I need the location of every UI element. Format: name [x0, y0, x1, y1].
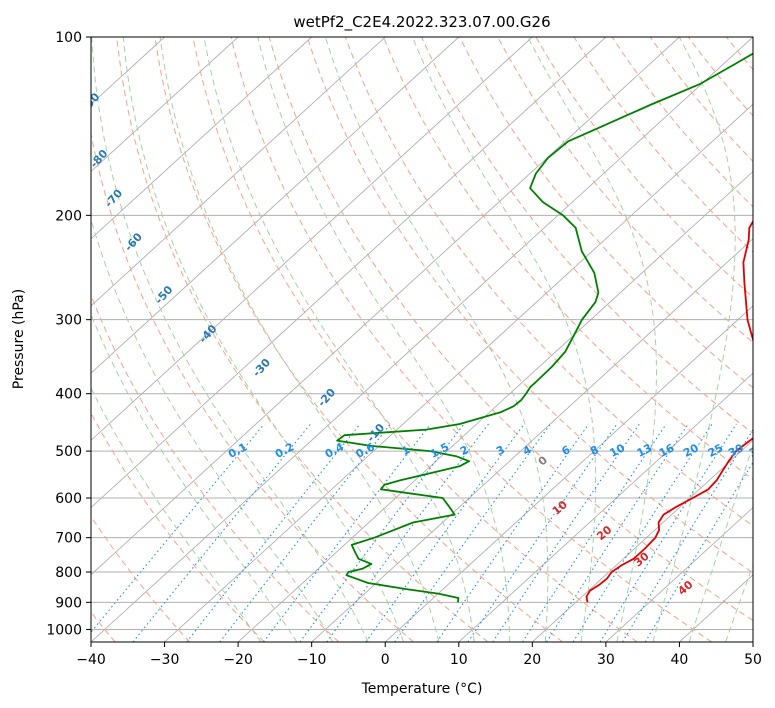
moist-adiabat [257, 37, 511, 642]
mixing-ratio-label: 10 [607, 441, 627, 460]
profile-series [336, 52, 753, 603]
y-tick-label: 100 [55, 30, 82, 46]
y-tick-label: 400 [55, 387, 82, 403]
temperature-line [585, 219, 753, 603]
dry-adiabat-label: -90 [80, 90, 103, 114]
moist-adiabat [688, 444, 753, 642]
isotherm [91, 37, 607, 509]
moist-adiabat [91, 217, 334, 642]
mixing-ratio-line [132, 423, 312, 642]
x-tick-label: 20 [523, 652, 541, 668]
mixing-ratio-label: 36 [747, 441, 767, 460]
dry-adiabat [535, 37, 753, 298]
dry-adiabat [91, 293, 340, 642]
dry-adiabat [91, 131, 414, 642]
x-tick-label: 0 [381, 652, 390, 668]
dry-adiabat [497, 37, 753, 344]
x-tick-label: 10 [450, 652, 468, 668]
moist-adiabat [91, 37, 369, 642]
moist-adiabat [159, 37, 440, 642]
dry-adiabat [649, 37, 753, 163]
plot-frame [90, 36, 754, 643]
isotherm [91, 37, 680, 576]
y-tick-label: 900 [55, 595, 82, 611]
dry-adiabat [116, 37, 489, 642]
moist-adiabat [203, 37, 475, 642]
isotherm [164, 103, 753, 642]
chart-title: wetPf2_C2E4.2022.323.07.00.G26 [293, 13, 550, 32]
moist-adiabat [324, 37, 549, 642]
mixing-ratio-line [622, 428, 753, 642]
mixing-ratio-line [522, 423, 667, 642]
dry-adiabat [344, 37, 753, 527]
dry-adiabat [192, 37, 638, 642]
moist-adiabat [122, 37, 405, 642]
y-tick-label: 200 [55, 208, 82, 224]
isotherm [237, 170, 753, 642]
y-tick-label: 500 [55, 444, 82, 460]
dry-adiabat [154, 37, 563, 642]
y-axis-label: Pressure (hPa) [11, 289, 27, 389]
background-lines [91, 37, 753, 642]
mixing-ratio-label: 25 [706, 441, 726, 460]
y-tick-label: 1000 [46, 622, 82, 638]
isotherm [91, 37, 313, 240]
isotherm [311, 238, 753, 642]
dry-adiabat [230, 37, 713, 642]
isotherm [458, 372, 753, 642]
x-tick-label: 30 [597, 652, 615, 668]
mixing-ratio-line [219, 423, 391, 642]
x-tick-label: 40 [670, 652, 688, 668]
mixing-ratio-line [326, 423, 489, 642]
moist-adiabat [652, 37, 736, 642]
dry-adiabat [91, 412, 265, 642]
isotherm [91, 37, 239, 173]
isotherm [91, 37, 460, 374]
dry-adiabat [306, 37, 753, 574]
isotherm [91, 37, 753, 642]
isotherm [384, 305, 753, 642]
x-tick-label: −40 [76, 652, 106, 668]
mixing-ratio-line [299, 423, 465, 642]
mixing-ratio-label: 30 [726, 441, 746, 460]
dry-adiabat [573, 37, 753, 253]
moist-adiabat [527, 37, 657, 642]
y-tick-label: 800 [55, 565, 82, 581]
mixing-ratio-line [436, 423, 590, 642]
mixing-ratio-line [546, 423, 689, 642]
x-tick-label: 50 [744, 652, 762, 668]
mixing-ratio-line [186, 423, 361, 642]
moist-adiabat [725, 563, 753, 642]
mixing-ratio-line [644, 461, 753, 642]
axes: −40 −30 −20 −10 0 10 20 30 40 50 100 200 300 400 500 60… [46, 30, 762, 668]
dry-adiabat [459, 37, 753, 389]
moist-adiabat [91, 387, 262, 642]
isotherm [531, 439, 753, 642]
mixing-ratio-label: 20 [681, 441, 701, 460]
y-tick-label: 600 [55, 491, 82, 507]
mixing-ratio-line [492, 423, 640, 642]
mixing-ratio-line [263, 423, 432, 642]
moist-adiabat [91, 313, 298, 642]
mixing-ratio-label: 16 [657, 441, 677, 460]
x-axis-label: Temperature (°C) [361, 681, 483, 697]
isotherm [91, 37, 386, 307]
x-tick-label: −10 [297, 652, 327, 668]
x-tick-label: −20 [223, 652, 253, 668]
x-tick-label: −30 [150, 652, 180, 668]
mixing-ratio-label: 13 [635, 441, 655, 460]
y-tick-label: 700 [55, 531, 82, 547]
isotherm [605, 506, 753, 642]
dewpoint-line [336, 52, 753, 603]
mixing-ratio-line [467, 423, 618, 642]
dry-adiabat [421, 37, 753, 435]
y-tick-label: 300 [55, 313, 82, 329]
isotherm [91, 37, 533, 441]
